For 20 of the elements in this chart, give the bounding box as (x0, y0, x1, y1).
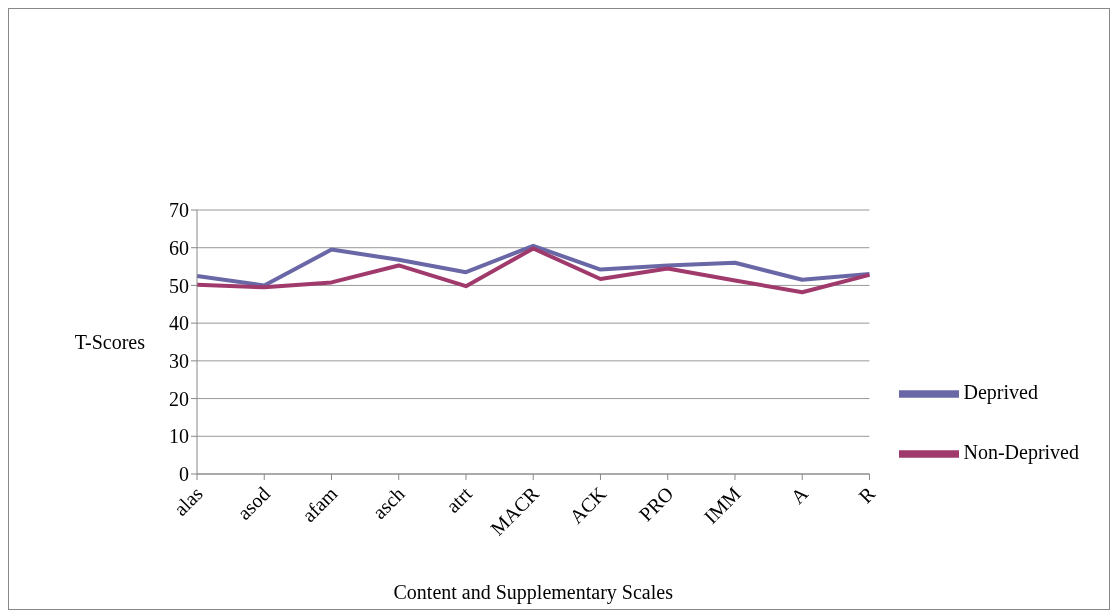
y-tick-label: 40 (169, 312, 189, 335)
legend-label: Deprived (963, 380, 1038, 403)
legend-label: Non-Deprived (963, 440, 1079, 463)
line-series (195, 243, 872, 288)
x-tick-label: R (854, 481, 880, 508)
x-tick-label: PRO (634, 482, 678, 526)
y-tick-label: 50 (169, 274, 189, 297)
y-tick-label: 20 (169, 387, 189, 410)
x-tick-label: afam (297, 482, 342, 527)
y-tick-label: 70 (169, 199, 189, 222)
line-series (195, 246, 872, 295)
y-tick-label: 60 (169, 236, 189, 259)
y-tick-label: 30 (169, 349, 189, 372)
y-axis-title: T-Scores (74, 331, 146, 354)
x-tick-label: A (786, 481, 813, 509)
x-tick-label: asod (232, 482, 275, 524)
x-tick-label: atrt (441, 482, 477, 517)
x-axis-title: Content and Supplementary Scales (393, 581, 674, 604)
y-tick-label: 10 (169, 425, 189, 448)
x-tick-label: asch (367, 482, 409, 524)
